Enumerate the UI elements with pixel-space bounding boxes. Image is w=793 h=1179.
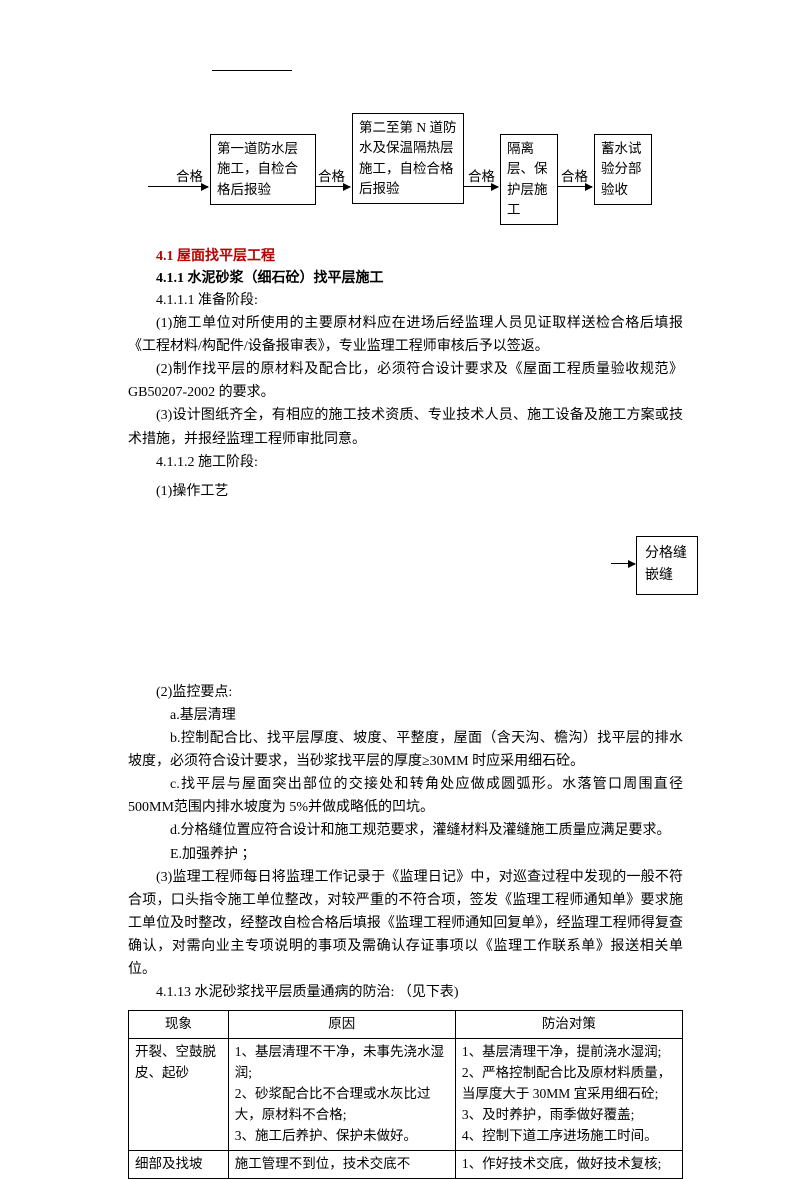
- heading-4113: 4.1.13 水泥砂浆找平层质量通病的防治: （见下表): [128, 981, 683, 1004]
- flowchart-top: 合格 第一道防水层施工，自检合格后报验 合格 第二至第 N 道防水及保温隔热层施…: [0, 88, 793, 243]
- arrow-3: [558, 186, 592, 187]
- mon-e: E.加强养护 ；: [128, 843, 683, 866]
- r1c1: 开裂、空鼓脱皮、起砂: [129, 1039, 229, 1151]
- mon-c: c.找平层与屋面突出部位的交接处和转角处应做成圆弧形。水落管口周围直径 500M…: [128, 773, 683, 819]
- r1c3: 1、基层清理干净，提前浇水湿润; 2、严格控制配合比及原材料质量，当厚度大于 3…: [455, 1039, 682, 1151]
- defect-table: 现象 原因 防治对策 开裂、空鼓脱皮、起砂 1、基层清理不干净，未事先浇水湿润;…: [128, 1010, 683, 1178]
- th-0: 现象: [129, 1011, 229, 1039]
- flow-box-1: 第一道防水层施工，自检合格后报验: [210, 134, 316, 205]
- label-ok-3: 合格: [561, 165, 588, 185]
- para-op: (1)操作工艺: [128, 480, 683, 503]
- mini-flow: 分格缝嵌缝: [128, 521, 683, 611]
- para-3: (3)设计图纸齐全，有相应的施工技术资质、专业技术人员、施工设备及施工方案或技术…: [128, 404, 683, 450]
- mon-a: a.基层清理: [128, 704, 683, 727]
- arrow-1: [316, 186, 350, 187]
- r1c2: 1、基层清理不干净，未事先浇水湿润; 2、砂浆配合比不合理或水灰比过大，原材料不…: [228, 1039, 455, 1151]
- flow-box-2: 第二至第 N 道防水及保温隔热层施工，自检合格后报验: [352, 113, 464, 204]
- flow-box-3: 隔离层、保护层施工: [500, 134, 558, 225]
- label-ok-1: 合格: [318, 165, 345, 185]
- mon-b: b.控制配合比、找平层厚度、坡度、平整度，屋面（含天沟、檐沟）找平层的排水坡度，…: [128, 727, 683, 773]
- heading-const: 4.1.1.2 施工阶段:: [128, 451, 683, 474]
- heading-prep: 4.1.1.1 准备阶段:: [128, 289, 683, 312]
- para-2: (2)制作找平层的原材料及配合比，必须符合设计要求及《屋面工程质量验收规范》GB…: [128, 358, 683, 404]
- mon-p3: (3)监理工程师每日将监理工作记录于《监理日记》中，对巡查过程中发现的一般不符合…: [128, 866, 683, 981]
- mon-d: d.分格缝位置应符合设计和施工规范要求，灌缝材料及灌缝施工质量应满足要求。: [128, 819, 683, 842]
- r2c3: 1、作好技术交底，做好技术复核;: [455, 1150, 682, 1178]
- arrow-0: [148, 186, 208, 187]
- divider: [212, 70, 292, 71]
- flow-box-4: 蓄水试验分部验收: [594, 134, 652, 205]
- th-2: 防治对策: [455, 1011, 682, 1039]
- mini-box: 分格缝嵌缝: [636, 536, 698, 595]
- arrow-mini: [611, 563, 635, 564]
- heading-4-1: 4.1 屋面找平层工程: [128, 245, 683, 265]
- label-ok-2: 合格: [468, 165, 495, 185]
- mon-head: (2)监控要点:: [128, 681, 683, 704]
- arrow-2: [464, 186, 498, 187]
- r2c2: 施工管理不到位，技术交底不: [228, 1150, 455, 1178]
- label-ok-0: 合格: [176, 165, 203, 185]
- para-1: (1)施工单位对所使用的主要原材料应在进场后经监理人员见证取样送检合格后填报《工…: [128, 312, 683, 358]
- th-1: 原因: [228, 1011, 455, 1039]
- r2c1: 细部及找坡: [129, 1150, 229, 1178]
- heading-4-1-1: 4.1.1 水泥砂浆（细石砼）找平层施工: [128, 267, 683, 287]
